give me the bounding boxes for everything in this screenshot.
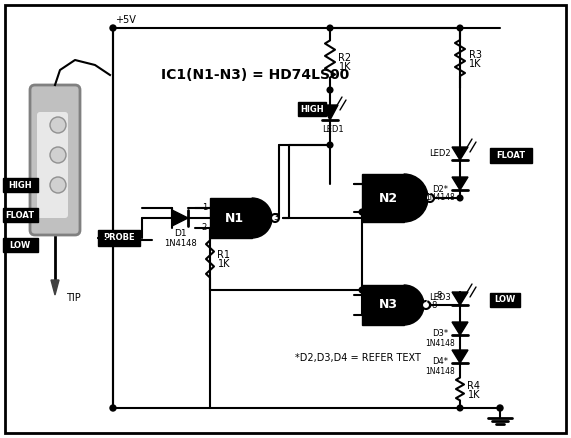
Text: LED2: LED2: [429, 148, 451, 158]
Polygon shape: [362, 174, 404, 222]
Text: N1: N1: [224, 212, 244, 225]
Circle shape: [422, 301, 430, 309]
Bar: [98, 230, 140, 246]
Text: 7: 7: [423, 297, 428, 307]
Polygon shape: [452, 292, 468, 305]
Text: 1N4148: 1N4148: [164, 239, 196, 247]
Polygon shape: [452, 350, 468, 363]
Text: D3*: D3*: [432, 329, 448, 339]
Text: 6: 6: [426, 194, 431, 202]
Circle shape: [50, 177, 66, 193]
Text: R2: R2: [339, 53, 352, 63]
Text: FLOAT: FLOAT: [6, 211, 35, 219]
Circle shape: [457, 406, 463, 410]
Circle shape: [328, 25, 332, 31]
Text: LOW: LOW: [494, 296, 516, 304]
Text: D4*: D4*: [432, 357, 448, 367]
Text: 10: 10: [361, 289, 371, 297]
Text: +5V: +5V: [115, 15, 135, 25]
Polygon shape: [51, 280, 59, 295]
Bar: [3, 178, 38, 192]
Circle shape: [328, 142, 332, 148]
Text: 5: 5: [363, 206, 369, 215]
Circle shape: [50, 117, 66, 133]
FancyBboxPatch shape: [37, 112, 68, 218]
Polygon shape: [210, 198, 252, 238]
Circle shape: [271, 214, 279, 222]
Bar: [298, 102, 326, 116]
Polygon shape: [172, 210, 188, 226]
Text: D2*: D2*: [432, 184, 448, 194]
Polygon shape: [452, 322, 468, 335]
Wedge shape: [252, 198, 272, 238]
Circle shape: [457, 25, 463, 31]
Text: N3: N3: [379, 299, 397, 311]
Bar: [490, 293, 520, 307]
Text: 1N4148: 1N4148: [425, 194, 455, 202]
Circle shape: [110, 25, 116, 31]
Polygon shape: [322, 105, 338, 120]
Wedge shape: [404, 174, 428, 222]
Text: HIGH: HIGH: [300, 105, 324, 113]
Text: LED1: LED1: [322, 126, 344, 134]
Polygon shape: [452, 147, 468, 160]
Bar: [490, 148, 532, 163]
Text: 8: 8: [436, 290, 441, 300]
Wedge shape: [404, 285, 424, 325]
Text: R3: R3: [468, 50, 481, 60]
Text: R4: R4: [468, 381, 481, 391]
Text: 1N4148: 1N4148: [425, 367, 455, 375]
Text: 1K: 1K: [218, 259, 230, 269]
Text: 1K: 1K: [468, 390, 480, 400]
Circle shape: [425, 303, 431, 307]
Text: 3: 3: [273, 213, 279, 223]
Text: *D2,D3,D4 = REFER TEXT: *D2,D3,D4 = REFER TEXT: [295, 353, 421, 363]
Text: TIP: TIP: [66, 293, 81, 303]
Text: 2: 2: [202, 223, 207, 233]
Text: 1K: 1K: [339, 62, 351, 72]
Text: IC1(N1-N3) = HD74LS00: IC1(N1-N3) = HD74LS00: [161, 68, 349, 82]
Text: D1: D1: [174, 230, 186, 239]
Bar: [3, 208, 38, 222]
Text: R1: R1: [218, 250, 231, 260]
Circle shape: [457, 195, 463, 201]
Polygon shape: [452, 177, 468, 190]
Text: 1N4148: 1N4148: [425, 339, 455, 347]
Circle shape: [328, 88, 332, 92]
Bar: [3, 238, 38, 252]
Text: N2: N2: [379, 191, 397, 205]
Text: 1: 1: [202, 204, 207, 212]
Circle shape: [426, 194, 434, 202]
Circle shape: [360, 287, 364, 293]
Circle shape: [497, 405, 503, 411]
Polygon shape: [362, 285, 404, 325]
Text: LOW: LOW: [9, 240, 31, 250]
Text: FLOAT: FLOAT: [496, 151, 525, 159]
Text: 8: 8: [431, 300, 437, 310]
Circle shape: [50, 147, 66, 163]
Text: HIGH: HIGH: [8, 180, 32, 190]
Text: PROBE: PROBE: [103, 233, 135, 243]
Text: 1K: 1K: [469, 59, 481, 69]
Text: 14: 14: [361, 179, 371, 187]
Text: 9: 9: [363, 308, 369, 318]
Circle shape: [110, 405, 116, 411]
Text: LED3: LED3: [429, 293, 451, 303]
Circle shape: [360, 209, 364, 215]
FancyBboxPatch shape: [30, 85, 80, 235]
